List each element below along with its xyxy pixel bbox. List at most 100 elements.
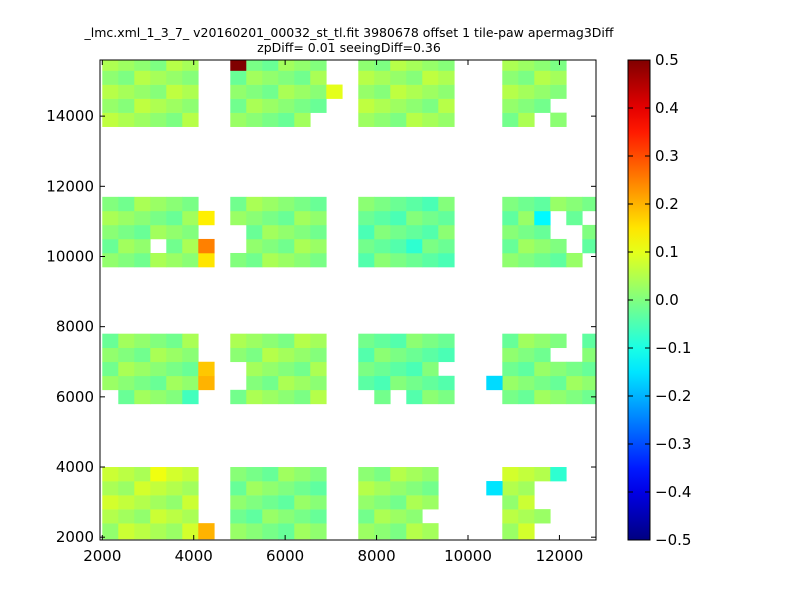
heatmap-cell xyxy=(390,333,407,349)
heatmap-cell xyxy=(534,375,551,391)
heatmap-cell xyxy=(166,481,183,496)
heatmap-cell xyxy=(150,347,167,363)
heatmap-cell xyxy=(502,252,519,268)
heatmap-cell xyxy=(182,210,199,226)
heatmap-cell xyxy=(550,60,567,71)
heatmap-cell xyxy=(246,361,263,377)
heatmap-cell xyxy=(182,375,199,391)
heatmap-cell xyxy=(118,523,135,540)
heatmap-cell xyxy=(134,210,151,226)
colorbar-tick-label: 0.0 xyxy=(655,291,679,309)
heatmap-cell xyxy=(166,238,183,254)
heatmap-cell xyxy=(550,467,567,482)
heatmap-cell xyxy=(582,389,597,405)
heatmap-cell xyxy=(230,60,247,71)
heatmap-cell xyxy=(534,361,551,377)
heatmap-cell xyxy=(294,60,311,71)
heatmap-cell xyxy=(534,389,551,405)
heatmap-cell xyxy=(278,467,295,482)
heatmap-cell xyxy=(118,347,135,363)
heatmap-cell xyxy=(566,210,583,226)
heatmap-cell xyxy=(390,375,407,391)
heatmap-cell xyxy=(502,224,519,240)
heatmap-cell xyxy=(166,112,183,127)
heatmap-cell xyxy=(390,481,407,496)
heatmap-cell xyxy=(182,98,199,113)
heatmap-cell xyxy=(150,523,167,540)
heatmap-cell xyxy=(390,238,407,254)
heatmap-cell xyxy=(278,481,295,496)
heatmap-cell xyxy=(294,347,311,363)
heatmap-cell xyxy=(566,361,583,377)
heatmap-cell xyxy=(406,224,423,240)
heatmap-cell xyxy=(518,375,535,391)
heatmap-cell xyxy=(390,70,407,85)
heatmap-cell xyxy=(118,196,135,212)
heatmap-cell xyxy=(550,196,567,212)
heatmap-cell xyxy=(550,112,567,127)
heatmap-cell xyxy=(534,60,551,71)
heatmap-cell xyxy=(262,509,279,524)
heatmap-cell xyxy=(150,60,167,71)
heatmap-cell xyxy=(278,375,295,391)
heatmap-cell xyxy=(518,196,535,212)
heatmap-cell xyxy=(518,112,535,127)
heatmap-cell xyxy=(246,238,263,254)
heatmap-cell xyxy=(534,70,551,85)
heatmap-cell xyxy=(566,196,583,212)
heatmap-cell xyxy=(294,224,311,240)
heatmap-cell xyxy=(310,60,327,71)
x-tick-label: 8000 xyxy=(357,547,395,565)
heatmap-cell xyxy=(422,70,439,85)
heatmap-cell xyxy=(358,333,375,349)
heatmap-cell xyxy=(166,210,183,226)
heatmap-cell xyxy=(230,252,247,268)
heatmap-cell xyxy=(502,495,519,510)
heatmap-cell xyxy=(582,375,597,391)
heatmap-cell xyxy=(246,509,263,524)
heatmap-cell xyxy=(422,98,439,113)
heatmap-cell xyxy=(518,389,535,405)
heatmap-cell xyxy=(518,495,535,510)
heatmap-cell xyxy=(182,389,199,405)
heatmap-cell xyxy=(166,70,183,85)
heatmap-cell xyxy=(182,252,199,268)
heatmap-cell xyxy=(118,252,135,268)
heatmap-cell xyxy=(390,60,407,71)
heatmap-cell xyxy=(502,481,519,496)
x-tick-label: 2000 xyxy=(83,547,121,565)
heatmap-cell xyxy=(358,224,375,240)
heatmap-cell xyxy=(134,481,151,496)
heatmap-cell xyxy=(278,495,295,510)
heatmap-cell xyxy=(310,98,327,113)
heatmap-cell xyxy=(150,467,167,482)
heatmap-cell xyxy=(278,112,295,127)
heatmap-cell xyxy=(406,60,423,71)
heatmap-cell xyxy=(246,112,263,127)
heatmap-cell xyxy=(294,238,311,254)
heatmap-cell xyxy=(310,210,327,226)
heatmap-cell xyxy=(118,495,135,510)
heatmap-cell xyxy=(422,495,439,510)
heatmap-cell xyxy=(438,347,455,363)
colorbar-tick-label: 0.1 xyxy=(655,243,679,261)
heatmap-cell xyxy=(102,333,119,349)
heatmap-cell xyxy=(294,210,311,226)
heatmap-cell xyxy=(534,467,551,482)
heatmap-cell xyxy=(566,252,583,268)
heatmap-cell xyxy=(134,467,151,482)
heatmap-cell xyxy=(390,252,407,268)
heatmap-cell xyxy=(550,361,567,377)
heatmap-cell xyxy=(246,84,263,99)
heatmap-cell xyxy=(422,84,439,99)
heatmap-cell xyxy=(310,389,327,405)
heatmap-cell xyxy=(502,347,519,363)
heatmap-cell xyxy=(102,98,119,113)
heatmap-cell xyxy=(102,467,119,482)
heatmap-cell xyxy=(150,84,167,99)
heatmap-cell xyxy=(534,224,551,240)
heatmap-cell xyxy=(134,375,151,391)
heatmap-cell xyxy=(118,333,135,349)
heatmap-cell xyxy=(118,389,135,405)
heatmap-cell xyxy=(438,196,455,212)
